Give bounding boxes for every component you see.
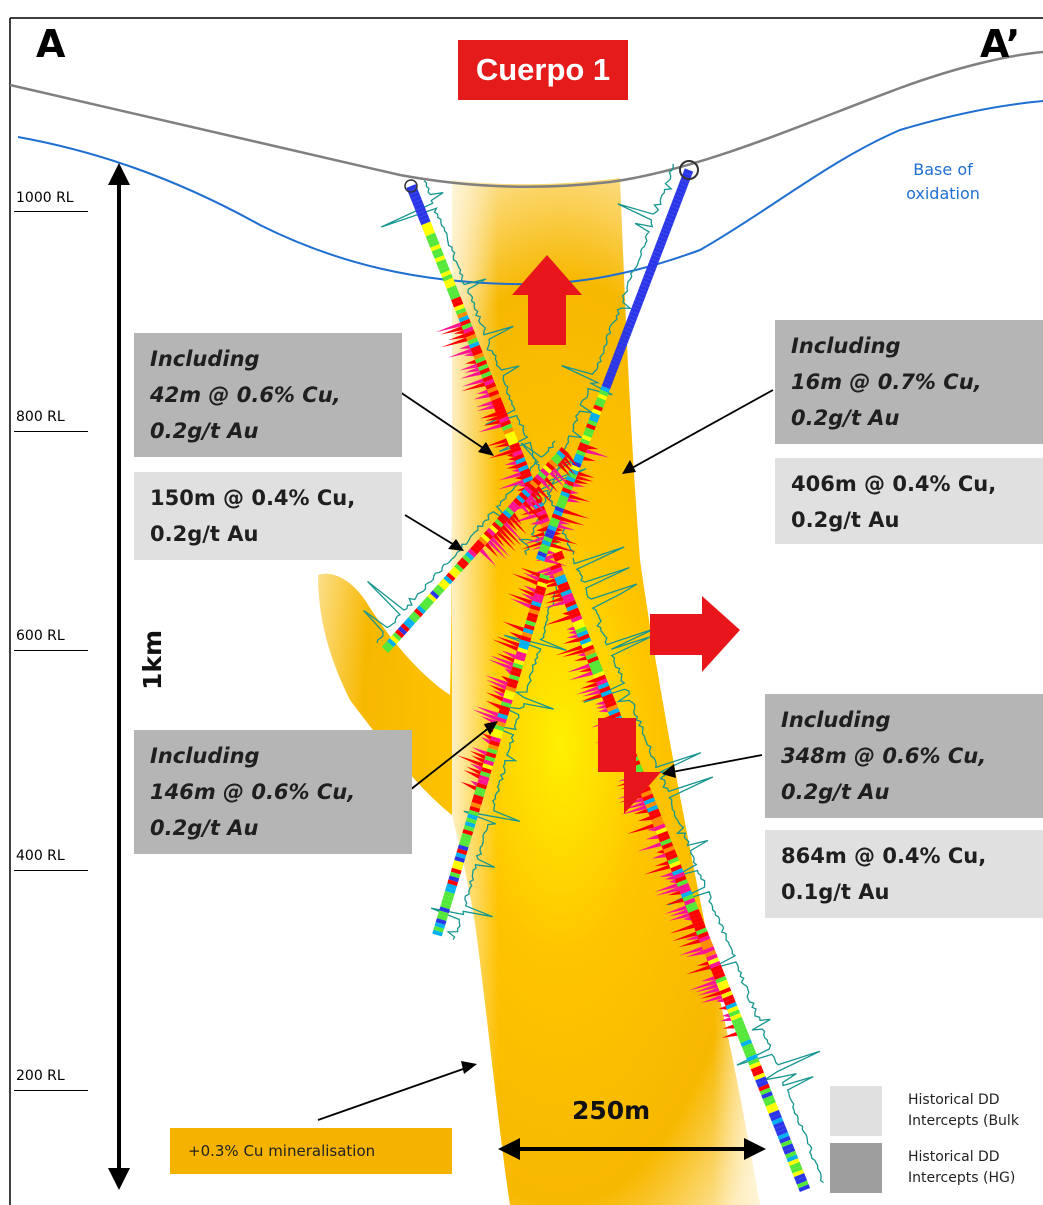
- legend-text: Intercepts (HG): [908, 1170, 1016, 1186]
- intercept-text: 16m @ 0.7% Cu,: [791, 370, 982, 394]
- legend-text: Historical DD: [908, 1092, 1000, 1108]
- leader-arrowheads: [448, 442, 676, 1074]
- scale-arrowhead-left-icon: [498, 1138, 520, 1160]
- intercept-text: 0.2g/t Au: [791, 508, 900, 532]
- drill-holes: [381, 168, 811, 1193]
- collar-left-icon: [404, 179, 418, 193]
- intercept-text: Including: [781, 708, 891, 732]
- drill-hole-5: [432, 567, 550, 937]
- intercept-lower-left-hg: Including 146m @ 0.6% Cu, 0.2g/t Au: [134, 730, 412, 854]
- rl-tick-1000: [14, 211, 88, 212]
- legend-label-bulk: Historical DD Intercepts (Bulk: [908, 1090, 1019, 1132]
- intercept-text: 0.2g/t Au: [150, 816, 259, 840]
- rl-label-600: 600 RL: [16, 628, 65, 644]
- drill-hole-3: [381, 446, 579, 654]
- intercept-text: 0.2g/t Au: [781, 780, 890, 804]
- rl-tick-200: [14, 1090, 88, 1091]
- rl-tick-400: [14, 870, 88, 871]
- rl-label-1000: 1000 RL: [16, 190, 74, 206]
- leader-lines: [317, 389, 774, 1121]
- intercept-text: Including: [791, 334, 901, 358]
- intercept-text: 0.2g/t Au: [150, 522, 259, 546]
- intercept-lower-right-bulk: 864m @ 0.4% Cu, 0.1g/t Au: [765, 830, 1043, 918]
- vertical-scale-label: 1km: [138, 629, 167, 690]
- legend-swatch-hg: [830, 1143, 882, 1193]
- intercept-upper-right-bulk: 406m @ 0.4% Cu, 0.2g/t Au: [775, 458, 1043, 544]
- intercept-text: 150m @ 0.4% Cu,: [150, 486, 356, 510]
- intercept-upper-left-bulk: 150m @ 0.4% Cu, 0.2g/t Au: [134, 472, 402, 560]
- rl-label-200: 200 RL: [16, 1068, 65, 1084]
- legend-text: Intercepts (Bulk: [908, 1113, 1019, 1129]
- arrow-right-icon: [650, 596, 740, 672]
- legend-text: Historical DD: [908, 1149, 1000, 1165]
- intercept-text: 406m @ 0.4% Cu,: [791, 472, 997, 496]
- base-of-oxidation-line2: oxidation: [906, 184, 980, 203]
- rl-tick-800: [14, 431, 88, 432]
- rl-label-800: 800 RL: [16, 409, 65, 425]
- arrow-up-icon: [512, 255, 582, 345]
- intercept-text: 348m @ 0.6% Cu,: [781, 744, 987, 768]
- rl-tick-600: [14, 650, 88, 651]
- base-of-oxidation-line: [17, 100, 1043, 286]
- intercept-text: 0.2g/t Au: [150, 419, 259, 443]
- base-of-oxidation-label: Base of oxidation: [888, 158, 998, 206]
- intercept-upper-right-hg: Including 16m @ 0.7% Cu, 0.2g/t Au: [775, 320, 1043, 444]
- scale-arrowhead-top-icon: [108, 163, 130, 185]
- page-title: Cuerpo 1: [458, 40, 628, 100]
- intercept-text: 42m @ 0.6% Cu,: [150, 383, 341, 407]
- intercept-text: 864m @ 0.4% Cu,: [781, 844, 987, 868]
- intercept-text: Including: [150, 347, 260, 371]
- intercept-text: 0.2g/t Au: [791, 406, 900, 430]
- intercept-text: Including: [150, 744, 260, 768]
- scale-arrowhead-right-icon: [744, 1138, 766, 1160]
- horizontal-scale-label: 250m: [572, 1096, 651, 1125]
- intercept-lower-right-hg: Including 348m @ 0.6% Cu, 0.2g/t Au: [765, 694, 1043, 818]
- intercept-text: 0.1g/t Au: [781, 880, 890, 904]
- collar-right-icon: [679, 160, 699, 180]
- intercept-text: 146m @ 0.6% Cu,: [150, 780, 356, 804]
- mineralisation-label: +0.3% Cu mineralisation: [170, 1128, 452, 1174]
- section-start-label: A: [36, 22, 66, 66]
- intercept-upper-left-hg: Including 42m @ 0.6% Cu, 0.2g/t Au: [134, 333, 402, 457]
- section-end-label: A’: [980, 22, 1021, 66]
- scale-arrowhead-bottom-icon: [108, 1168, 130, 1190]
- topography-line: [9, 50, 1043, 188]
- base-of-oxidation-line1: Base of: [913, 160, 973, 179]
- rl-label-400: 400 RL: [16, 848, 65, 864]
- legend-swatch-bulk: [830, 1086, 882, 1136]
- legend-label-hg: Historical DD Intercepts (HG): [908, 1147, 1015, 1189]
- arrow-down-icon: [598, 718, 661, 814]
